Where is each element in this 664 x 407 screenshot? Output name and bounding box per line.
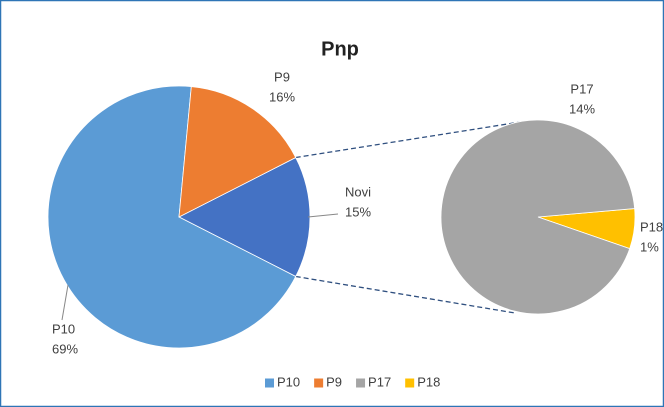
legend-label: P18	[417, 374, 440, 389]
data-label: P10	[52, 321, 75, 336]
data-label: Novi	[345, 184, 371, 199]
data-label: P18	[640, 219, 663, 234]
leader-line	[307, 213, 339, 218]
pie-slice	[178, 86, 297, 218]
data-label: 1%	[640, 239, 659, 254]
data-label: P17	[570, 81, 593, 96]
chart-title: Pnp	[321, 38, 359, 60]
connector-line	[295, 121, 521, 159]
pie-slice	[47, 85, 297, 349]
data-label: 16%	[269, 89, 295, 104]
leader-line	[61, 284, 69, 321]
legend-swatch	[356, 378, 366, 388]
legend-label: P9	[326, 374, 342, 389]
legend-label: P10	[277, 374, 300, 389]
legend-swatch	[265, 378, 274, 388]
legend-swatch	[314, 378, 324, 388]
data-label: 15%	[345, 204, 371, 219]
data-label: P9	[274, 69, 290, 84]
data-label: 14%	[569, 101, 595, 116]
legend-swatch	[405, 378, 415, 388]
pie-slice	[440, 119, 636, 315]
legend-label: P17	[368, 374, 391, 389]
connector-line	[295, 275, 516, 314]
data-label: 69%	[52, 341, 78, 356]
